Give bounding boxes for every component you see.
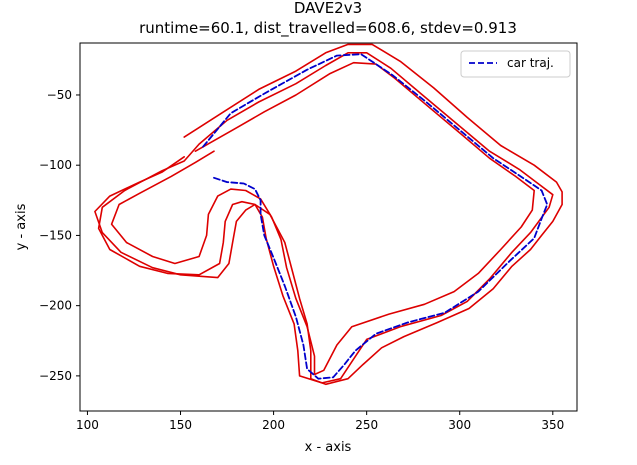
y-tick-label: −250 xyxy=(39,369,72,383)
legend-label-car-traj: car traj. xyxy=(507,56,554,70)
chart-title: DAVE2v3 xyxy=(294,0,362,17)
series-track-boundary-2 xyxy=(97,52,554,384)
legend-box xyxy=(460,50,571,78)
chart-subtitle: runtime=60.1, dist_travelled=608.6, stde… xyxy=(139,19,517,38)
x-tick-label: 250 xyxy=(355,418,378,432)
y-axis-label: y - axis xyxy=(14,203,29,250)
series-track-boundary-1 xyxy=(110,61,535,376)
x-tick-label: 300 xyxy=(448,418,471,432)
y-axis: −50 −100 −150 −200 −250 xyxy=(39,88,80,383)
y-tick-label: −200 xyxy=(39,299,72,313)
axes-frame xyxy=(79,42,578,412)
x-axis-label: x - axis xyxy=(305,440,352,455)
series-track-boundary-3 xyxy=(94,43,563,386)
x-tick-label: 100 xyxy=(76,418,99,432)
y-tick-label: −50 xyxy=(47,88,72,102)
y-tick-label: −100 xyxy=(39,158,72,172)
x-tick-label: 150 xyxy=(169,418,192,432)
y-tick-label: −150 xyxy=(39,228,72,242)
x-tick-label: 350 xyxy=(541,418,564,432)
legend: car traj. xyxy=(460,50,571,78)
x-axis: 100 150 200 250 300 350 xyxy=(76,411,564,432)
series-car-traj xyxy=(202,53,549,380)
x-tick-label: 200 xyxy=(262,418,285,432)
plot-area xyxy=(94,43,563,386)
